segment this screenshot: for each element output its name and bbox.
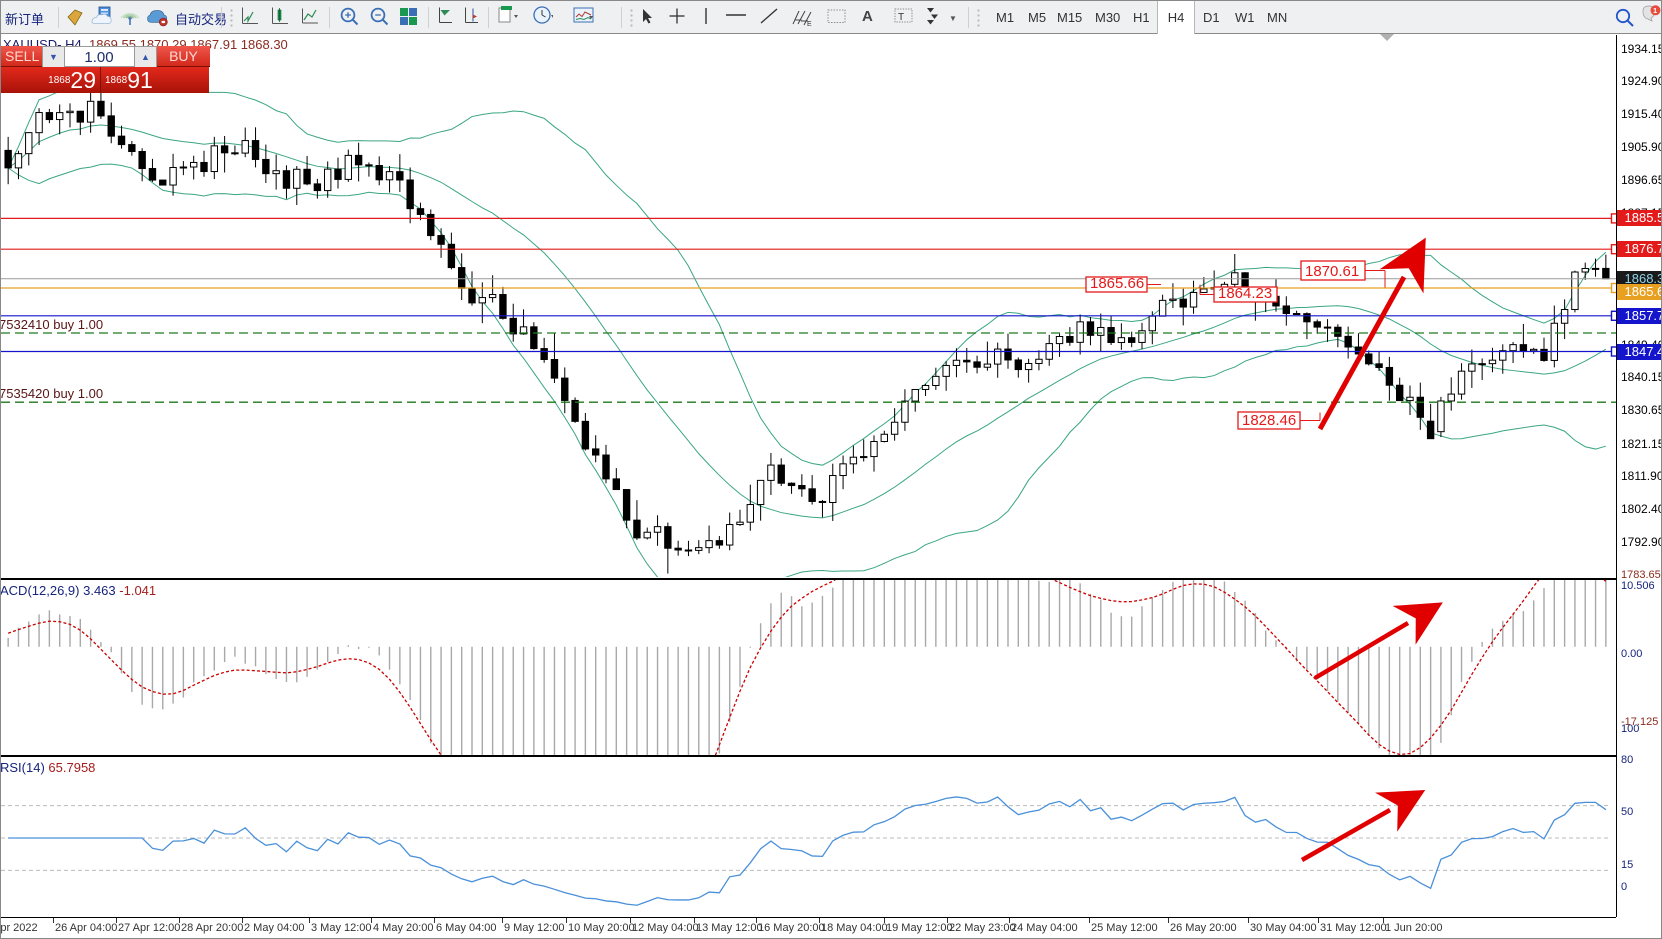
svg-text:T: T [898,12,904,23]
svg-text:1870.61: 1870.61 [1305,263,1359,280]
svg-text:7532410 buy 1.00: 7532410 buy 1.00 [1,317,103,332]
svg-text:E: E [807,21,812,27]
svg-text:7535420 buy 1.00: 7535420 buy 1.00 [1,386,103,401]
svg-text:1828.46: 1828.46 [1242,412,1296,429]
svg-text:1864.23: 1864.23 [1218,285,1272,302]
svg-text:1: 1 [1653,6,1657,15]
svg-text:1865.66: 1865.66 [1090,275,1144,292]
